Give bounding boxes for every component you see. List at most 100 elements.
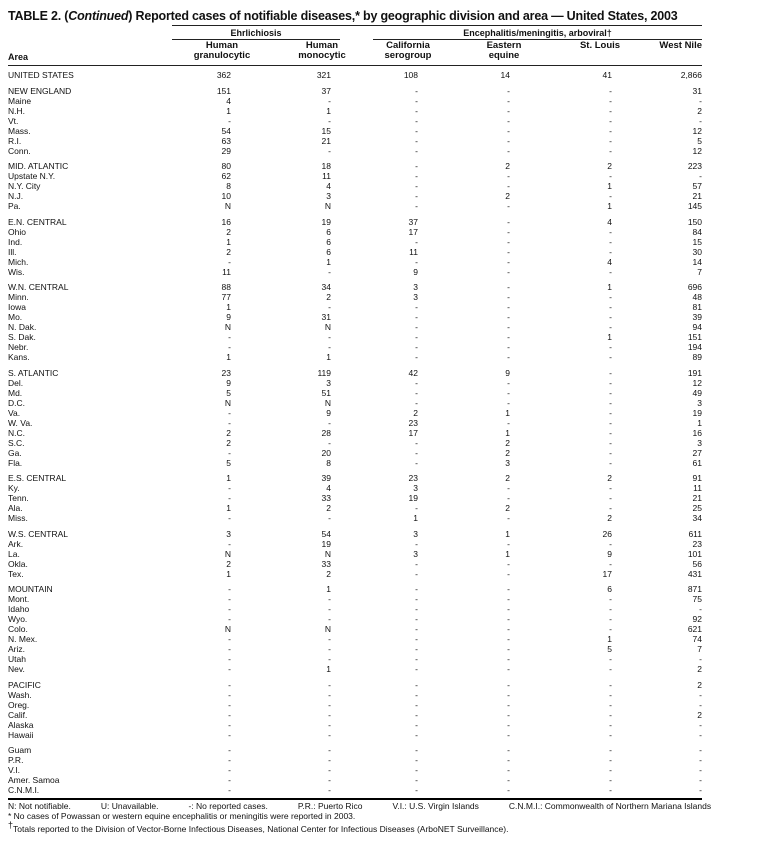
value-cell: 19 [321,216,331,227]
area-cell: Amer. Samoa [8,775,60,785]
value-cell: - [415,125,418,136]
value-cell: - [328,699,331,710]
value-cell: N [324,624,331,634]
area-cell: Ohio [8,226,26,237]
value-cell: - [415,654,418,664]
row-group: PACIFIC - - - - -2 Wash. - - - - - - Oreg. - - - - - - Calif… [0,680,758,740]
value-cell: 2 [607,161,612,171]
value-cell: 1 [607,181,612,191]
footnote-dagger: †Totals reported to the Division of Vect… [8,820,509,834]
value-cell: 29 [221,145,231,156]
value-cell: - [328,145,331,156]
value-cell: 1 [226,568,231,579]
value-cell: - [415,145,418,156]
value-cell: - [609,427,612,438]
value-cell: - [415,312,418,322]
table-row: P.R. - - - - - - [0,755,758,765]
value-cell: - [699,785,702,795]
value-cell: 1 [607,282,612,292]
value-cell: 151 [687,332,702,342]
value-cell: - [507,765,510,775]
value-cell: - [609,447,612,458]
legend-item: U: Unavailable. [100,801,159,811]
table-row: Wis. 11 - 9 - - 7 [0,267,758,277]
area-cell: N.Y. City [8,181,41,191]
value-cell: - [328,765,331,775]
value-cell: 3 [326,377,331,388]
header-area: Area [8,52,29,62]
table-row: Mont. - - - - - 75 [0,594,758,604]
value-cell: - [609,115,612,126]
table-body: UNITED STATES 362 321 108 14 41 2,866 NEW ENGLA… [0,70,758,801]
value-cell: - [609,302,612,312]
table-row: E.S. CENTRAL 1 39 23 2 2 91 [0,473,758,483]
value-cell: - [609,266,612,277]
value-cell: - [228,342,231,352]
value-cell: 33 [321,558,331,569]
title-rule [172,25,702,26]
table-row: N. Dak. N N - - - 94 [0,322,758,332]
value-cell: - [228,417,231,428]
area-cell: Alaska [8,719,34,730]
value-cell: - [328,634,331,644]
value-cell: 2 [505,503,510,513]
value-cell: - [415,745,418,755]
column-header-line: equine [488,50,520,61]
table-row: Oreg. - - - - - - [0,700,758,710]
value-cell: 49 [692,387,702,398]
value-cell: - [328,679,331,690]
value-cell: - [328,302,331,312]
value-cell: - [415,755,418,765]
table-row: N. Mex. - - - - 1 74 [0,634,758,644]
value-cell: 4 [607,216,612,227]
value-cell: 223 [687,161,702,171]
value-cell: - [415,604,418,614]
value-cell: 1 [505,528,510,539]
value-cell: - [609,689,612,700]
value-cell: - [609,699,612,710]
value-cell: - [609,226,612,237]
legend-item: N: Not notifiable. [8,801,71,811]
value-cell: - [328,604,331,614]
value-cell: - [415,614,418,624]
table-row: PACIFIC - - - - - 2 [0,680,758,690]
value-cell: 8 [226,181,231,191]
value-cell: - [609,105,612,116]
value-cell: 25 [692,503,702,513]
table-row: Guam - - - - - - [0,745,758,755]
value-cell: - [699,699,702,710]
value-cell: - [228,115,231,126]
legend-item: C.N.M.I.: Commonwealth of Northern Maria… [508,801,712,811]
value-cell: 7 [697,266,702,277]
row-group: E.S. CENTRAL 1 39 23 2 2 91 Ky. -4 3- -11 Tenn. -33 1… [0,473,758,523]
value-cell: - [415,709,418,720]
value-cell: 2 [697,679,702,690]
value-cell: 3 [697,437,702,448]
table-row: Upstate N.Y. 62 11 - - - - [0,171,758,181]
column-header-line: Human [305,40,339,51]
value-cell: 2 [697,105,702,116]
table-row: Wash. - - - - - - [0,690,758,700]
value-cell: 80 [221,161,231,171]
value-cell: - [228,719,231,730]
value-cell: - [609,352,612,362]
value-cell: - [507,397,510,408]
value-cell: - [415,201,418,211]
value-cell: 11 [409,246,418,257]
value-cell: 1 [226,352,231,362]
value-cell: - [507,614,510,624]
table-row: V.I. - - - - - - [0,765,758,775]
table-row: S. ATLANTIC 23 119 42 9 - 191 [0,368,758,378]
value-cell: 14 [692,256,702,267]
value-cell: 61 [692,457,702,468]
table-title: TABLE 2. (Continued) Reported cases of n… [8,9,678,23]
value-cell: - [328,614,331,624]
area-cell: Tex. [8,568,24,579]
value-cell: - [609,624,612,634]
value-cell: - [228,614,231,624]
value-cell: 2 [505,437,510,448]
value-cell: - [507,226,510,237]
table-row: Tenn. - 33 19 - - 21 [0,493,758,503]
value-cell: 3 [413,528,418,539]
group-header-encephalitis: Encephalitis/meningitis, arboviral† [463,28,612,38]
